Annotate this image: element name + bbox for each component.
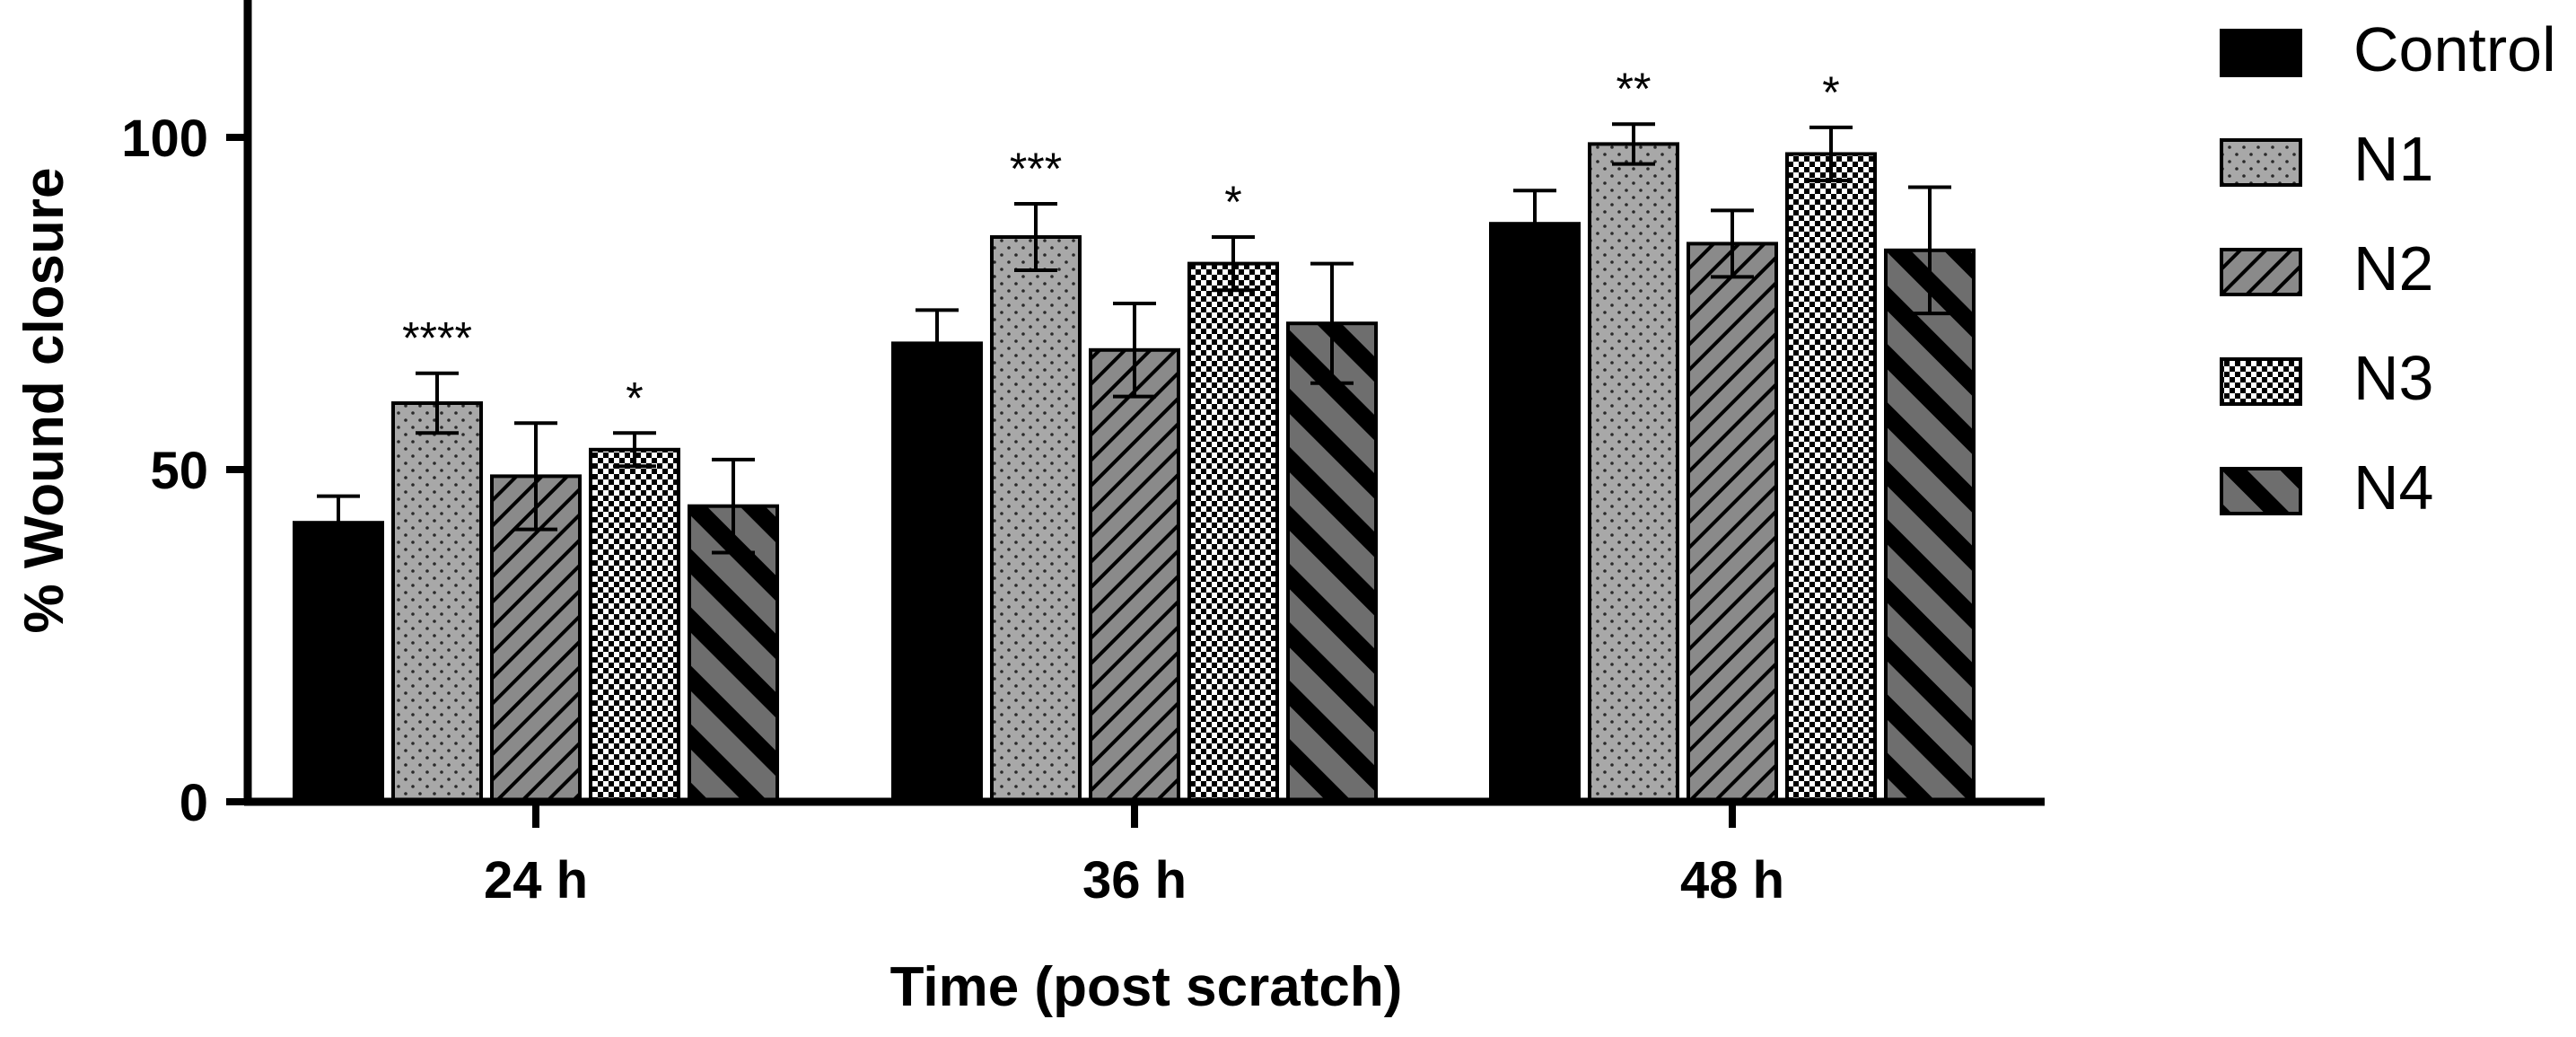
bar-n1-24-h [391,401,483,804]
legend: Control N1 N2 N3 N4 [2220,14,2556,523]
error-bar-n3-24-h [613,431,656,469]
x-tick-label-24-h: 24 h [484,851,588,910]
error-bar-n4-24-h [712,457,755,555]
error-bar-control-24-h [317,494,360,551]
y-ticks: 0 50 100 [121,110,248,832]
legend-swatch-n1 [2220,138,2302,187]
bar-n2-48-h [1687,242,1778,804]
bar-control-24-h [293,521,384,804]
significance-layer: ************ [402,64,1840,423]
significance-n3-36-h: * [1224,177,1241,227]
y-axis-label: % Wound closure [13,167,75,633]
legend-label-n3: N3 [2353,343,2433,413]
legend-swatch-n2 [2220,248,2302,296]
legend-swatch-n4 [2220,467,2302,515]
error-bar-n1-36-h [1014,202,1057,272]
bar-control-36-h [891,341,983,804]
bar-n1-36-h [990,235,1082,804]
y-tick-label-100: 100 [121,110,208,168]
legend-label-n1: N1 [2353,124,2433,194]
error-bars-layer [317,122,1951,555]
error-bar-control-36-h [916,308,959,379]
error-bar-n2-36-h [1113,302,1156,399]
error-bar-n2-24-h [514,421,557,532]
legend-item-n4: N4 [2220,453,2433,523]
error-bar-n1-48-h [1612,122,1655,166]
legend-item-control: Control [2220,14,2556,84]
error-bar-n3-36-h [1212,235,1255,293]
error-bar-n1-24-h [416,371,459,435]
x-ticks: 24 h 36 h 48 h [484,802,1784,910]
legend-label-control: Control [2353,14,2556,84]
bar-n3-36-h [1187,261,1279,804]
bar-n3-24-h [589,447,680,804]
bar-n1-48-h [1588,142,1679,804]
legend-item-n1: N1 [2220,124,2433,194]
legend-item-n3: N3 [2220,343,2433,413]
significance-n3-48-h: * [1822,67,1839,118]
legend-swatch-control [2220,29,2302,77]
significance-n1-24-h: **** [402,313,472,364]
x-tick-label-48-h: 48 h [1680,851,1784,910]
bars-layer [293,142,1976,804]
error-bar-n2-48-h [1711,208,1754,279]
bar-n3-48-h [1785,152,1877,804]
error-bar-n4-36-h [1310,261,1354,385]
x-tick-label-36-h: 36 h [1082,851,1187,910]
error-bar-n4-48-h [1908,185,1951,316]
error-bar-control-48-h [1513,189,1556,259]
legend-label-n2: N2 [2353,233,2433,303]
y-tick-label-0: 0 [180,774,208,832]
legend-swatch-n3 [2220,357,2302,406]
legend-label-n4: N4 [2353,453,2433,523]
significance-n1-36-h: *** [1010,144,1062,194]
legend-item-n2: N2 [2220,233,2433,303]
significance-n3-24-h: * [626,373,643,423]
bar-n4-36-h [1286,321,1378,804]
bar-control-48-h [1489,222,1581,804]
error-bar-n3-48-h [1809,125,1853,183]
x-axis-label: Time (post scratch) [890,956,1403,1018]
bar-n2-36-h [1089,347,1180,804]
y-tick-label-50: 50 [150,442,208,500]
axes [243,0,2045,806]
bar-n4-48-h [1884,248,1976,804]
bar-n4-24-h [688,504,779,804]
significance-n1-48-h: ** [1617,64,1652,114]
